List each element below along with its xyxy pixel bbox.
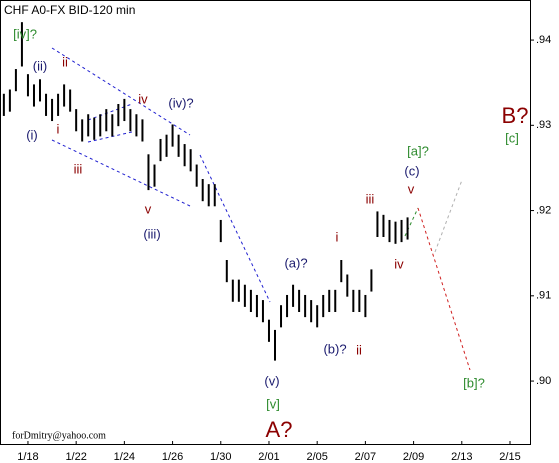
- x-tick-label: 2/07: [355, 451, 376, 463]
- y-tick-label: .93: [536, 119, 551, 131]
- wave-label: v: [145, 201, 152, 216]
- wave-label: iii: [74, 161, 83, 176]
- wave-label: [a]?: [407, 143, 429, 158]
- wave-label: (v): [264, 373, 279, 388]
- wave-label: (i): [26, 127, 38, 142]
- forecast-b: [417, 207, 471, 371]
- x-tick-label: 2/13: [451, 451, 472, 463]
- forecast-c: [404, 207, 419, 237]
- plot-frame: [0, 0, 531, 445]
- x-tick-label: 1/30: [210, 451, 231, 463]
- x-tick-label: 2/15: [499, 451, 520, 463]
- x-tick-label: 2/05: [306, 451, 327, 463]
- x-tick-label: 2/09: [403, 451, 424, 463]
- wedge-lower: [87, 131, 133, 143]
- wave-label: (ii): [33, 58, 47, 73]
- channel-lower: [51, 139, 191, 207]
- wave-label: ii: [356, 342, 362, 357]
- wave-label: iv: [138, 91, 148, 106]
- wedge-upper: [87, 103, 133, 121]
- x-tick-label: 2/01: [258, 451, 279, 463]
- wave-label: (b)?: [323, 341, 346, 356]
- x-tick-label: 1/18: [17, 451, 38, 463]
- wave-label: iii: [366, 191, 375, 206]
- wave-label: [iv]?: [13, 26, 37, 41]
- x-tick-label: 1/24: [114, 451, 135, 463]
- wave-lines: [51, 47, 471, 371]
- chart-title: CHF A0-FX BID-120 min: [4, 3, 135, 17]
- wave-label: v: [408, 181, 415, 196]
- wave-label: (a)?: [284, 255, 307, 270]
- footer: forDmitry@yahoo.com: [12, 430, 106, 441]
- wave-label: [c]: [505, 130, 519, 145]
- wave-label: [b]?: [463, 375, 485, 390]
- wave-label: (iii): [143, 226, 160, 241]
- wave-label: ii: [62, 54, 68, 69]
- wave-label: i: [57, 121, 60, 136]
- x-tick-label: 1/26: [162, 451, 183, 463]
- y-tick-label: .90: [536, 375, 551, 387]
- wave-label: (iv)?: [168, 95, 193, 110]
- wave-label: i: [336, 229, 339, 244]
- y-tick-label: .91: [536, 290, 551, 302]
- wave-label: iv: [394, 256, 404, 271]
- wave-label: [v]: [266, 396, 280, 411]
- wave-label: A?: [266, 417, 293, 442]
- x-tick-label: 1/22: [65, 451, 86, 463]
- wave-label: (c): [404, 163, 419, 178]
- y-tick-label: .94: [536, 34, 551, 46]
- wave-label: B?: [502, 103, 529, 128]
- forecast-next: [434, 179, 463, 253]
- y-tick-label: .92: [536, 204, 551, 216]
